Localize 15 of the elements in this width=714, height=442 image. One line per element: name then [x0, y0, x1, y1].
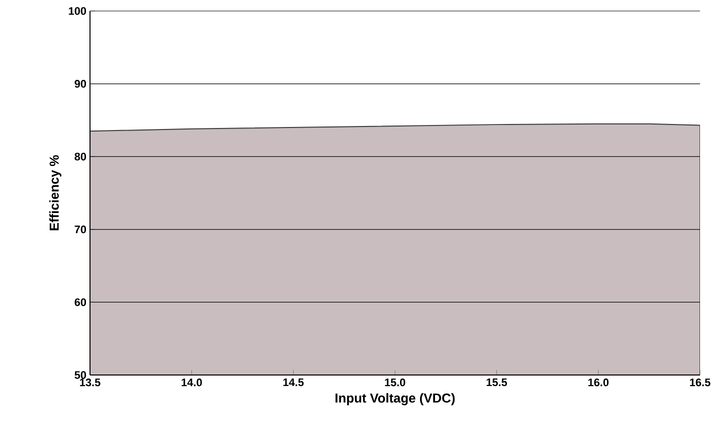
y-tick-label: 60	[74, 298, 86, 306]
y-tick-label: 80	[74, 152, 86, 160]
x-tick-label: 14.5	[283, 378, 304, 386]
x-tick-label: 13.5	[80, 378, 100, 386]
x-tick-label: 15.0	[385, 378, 406, 386]
y-tick-label: 70	[74, 226, 86, 234]
y-tick-label: 90	[74, 80, 86, 88]
y-tick-label: 50	[74, 371, 86, 379]
x-tick-label: 16.5	[690, 378, 710, 386]
x-axis-title: Input Voltage (VDC)	[336, 393, 455, 406]
y-axis-title: Efficiency %	[49, 155, 62, 230]
y-tick-label: 100	[68, 7, 86, 15]
x-tick-label: 16.0	[588, 378, 609, 386]
x-tick-label: 15.5	[486, 378, 508, 386]
x-tick-label: 14.0	[182, 378, 202, 386]
